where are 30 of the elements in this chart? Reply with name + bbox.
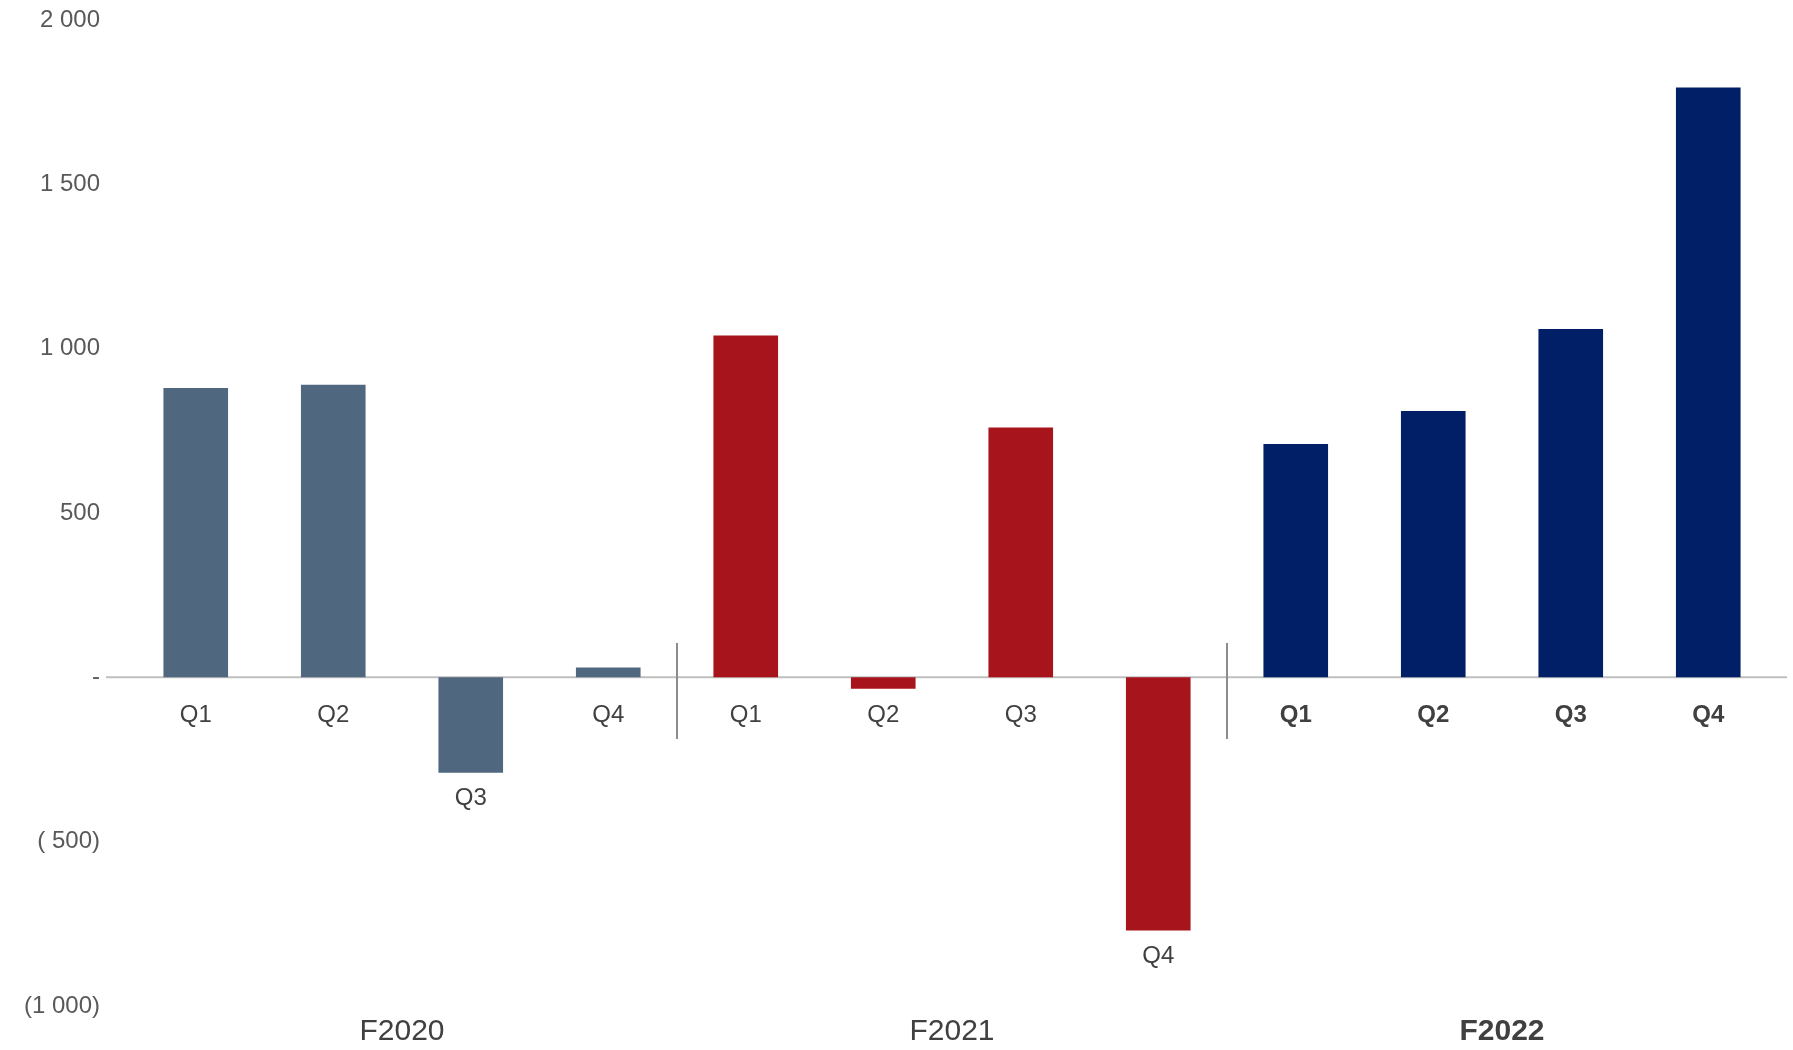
- x-tick-label: Q4: [1142, 941, 1175, 969]
- x-tick-label: Q2: [317, 699, 350, 727]
- x-tick-label: Q3: [1004, 699, 1037, 727]
- bar: [1675, 87, 1741, 678]
- bar: [1400, 411, 1466, 678]
- x-tick-label: Q1: [729, 699, 762, 727]
- y-tick-label: -: [92, 661, 100, 689]
- y-tick-label: 1 500: [39, 168, 100, 196]
- bar: [163, 388, 229, 678]
- bar: [575, 667, 641, 678]
- y-tick-label: 1 000: [39, 333, 100, 361]
- y-tick-label: (1 000): [23, 990, 100, 1018]
- bar: [1263, 443, 1329, 678]
- x-axis-title: F2020: [359, 1013, 445, 1047]
- bar: [300, 384, 366, 678]
- x-tick-label: Q4: [1692, 699, 1725, 727]
- x-axis-title: F2022: [1459, 1013, 1545, 1047]
- x-tick-label: Q4: [592, 699, 625, 727]
- bar: [1538, 328, 1604, 678]
- x-axis-title: F2021: [909, 1013, 995, 1047]
- x-tick-label: Q1: [1279, 699, 1312, 727]
- y-tick-label: 2 000: [39, 4, 100, 32]
- x-tick-label: Q1: [179, 699, 212, 727]
- y-tick-label: ( 500): [37, 826, 100, 854]
- y-tick-label: 500: [59, 497, 100, 525]
- x-tick-label: Q2: [867, 699, 900, 727]
- x-tick-label: Q2: [1417, 699, 1450, 727]
- x-tick-label: Q3: [1554, 699, 1587, 727]
- bar: [438, 677, 504, 773]
- x-tick-label: Q3: [454, 783, 487, 811]
